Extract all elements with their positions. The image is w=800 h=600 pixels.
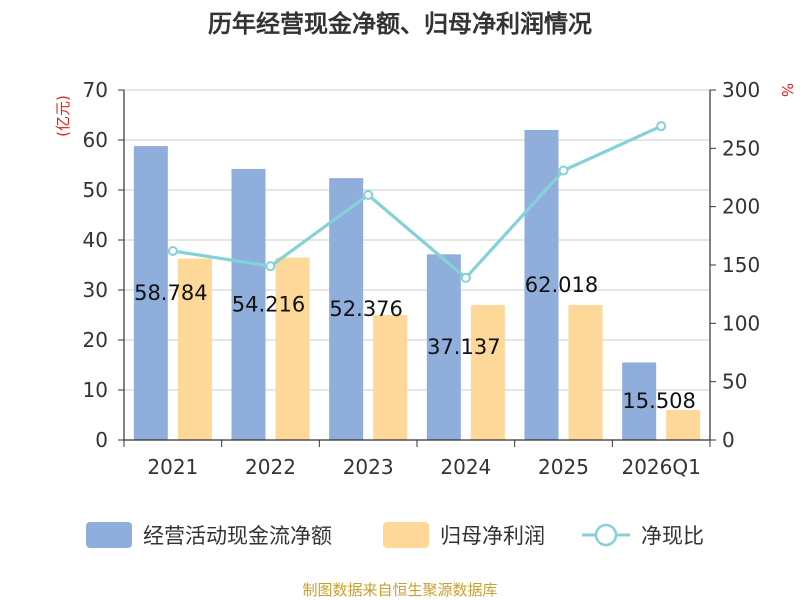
chart-title: 历年经营现金净额、归母净利润情况 <box>208 10 592 38</box>
legend-label-ratio: 净现比 <box>641 524 704 548</box>
data-labels: 58.784 54.216 52.376 37.137 62.018 15.508 <box>134 273 696 413</box>
bar-net-profit <box>177 258 212 440</box>
right-axis-tick-label: 0 <box>722 428 735 452</box>
source-note: 制图数据来自恒生聚源数据库 <box>302 581 497 599</box>
x-axis-tick-label: 2025 <box>538 455 589 479</box>
left-axis-tick-label: 70 <box>83 78 108 102</box>
left-axis-tick-label: 20 <box>83 328 108 352</box>
bar-cashflow <box>329 178 364 440</box>
left-axis-tick-label: 40 <box>83 228 108 252</box>
right-axis-unit: % <box>778 83 796 97</box>
legend: 经营活动现金流净额 归母净利润 净现比 <box>86 522 704 548</box>
bar-net-profit <box>568 305 603 440</box>
left-axis-tick-label: 50 <box>83 178 108 202</box>
bar-cashflow <box>622 362 657 440</box>
grid-lines <box>124 89 710 391</box>
bar-series <box>133 129 701 441</box>
data-label-cashflow: 52.376 <box>329 297 402 321</box>
ratio-line-series <box>167 121 667 283</box>
ratio-point <box>265 261 276 272</box>
x-axis-tick-label: 2023 <box>343 455 394 479</box>
bar-net-profit <box>275 257 310 440</box>
bar-net-profit <box>373 315 408 440</box>
right-axis-tick-label: 300 <box>722 78 760 102</box>
ratio-line <box>172 124 662 281</box>
ratio-point <box>656 121 667 132</box>
right-axis-tick-label: 250 <box>722 136 760 160</box>
bar-net-profit <box>470 305 505 440</box>
bar-cashflow <box>426 254 461 440</box>
data-label-cashflow: 54.216 <box>232 292 305 316</box>
data-label-cashflow: 15.508 <box>622 389 695 413</box>
left-axis-tick-label: 30 <box>83 278 108 302</box>
x-axis-tick-label: 2022 <box>245 455 296 479</box>
left-axis-tick-label: 60 <box>83 128 108 152</box>
right-axis-tick-label: 50 <box>722 370 747 394</box>
data-label-cashflow: 58.784 <box>134 281 207 305</box>
x-axis-tick-label: 2026Q1 <box>621 455 700 479</box>
ratio-point <box>167 246 178 256</box>
axes: 0 10 20 30 40 50 60 70 0 50 100 150 200 250 300 2021 202… <box>83 78 761 479</box>
bar-cashflow <box>133 146 168 440</box>
x-axis-tick-label: 2024 <box>440 455 491 479</box>
ratio-point <box>558 165 569 176</box>
bar-cashflow <box>231 168 266 441</box>
legend-label-net-profit: 归母净利润 <box>440 524 545 548</box>
right-axis-tick-label: 150 <box>722 253 760 277</box>
right-axis-tick-label: 200 <box>722 195 760 219</box>
ratio-point <box>460 272 471 283</box>
data-label-cashflow: 62.018 <box>525 273 598 297</box>
ratio-point <box>363 190 374 200</box>
left-axis-tick-label: 10 <box>83 378 108 402</box>
left-axis-unit: (亿元) <box>54 95 72 137</box>
legend-swatch-net-profit <box>383 522 429 548</box>
legend-label-cashflow: 经营活动现金流净额 <box>143 524 332 548</box>
data-label-cashflow: 37.137 <box>427 335 500 359</box>
legend-marker-ratio <box>594 523 618 547</box>
bar-net-profit <box>666 410 701 440</box>
right-axis-tick-label: 100 <box>722 311 760 335</box>
x-axis-tick-label: 2021 <box>147 455 198 479</box>
left-axis-tick-label: 0 <box>95 428 108 452</box>
legend-swatch-cashflow <box>86 522 132 548</box>
